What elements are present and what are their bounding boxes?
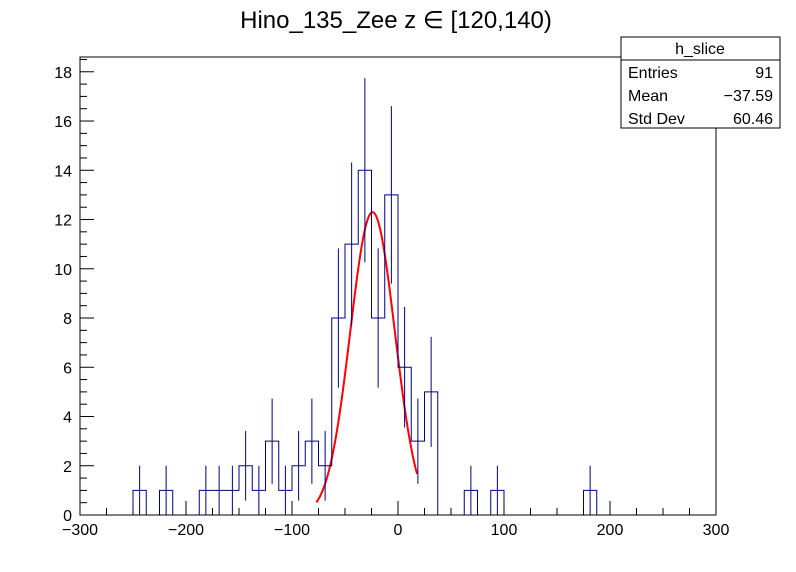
axes-layer: −300 −200 −100 0 100 200 300 0 2 4 6 8 10 12 14 16 18 <box>54 58 730 539</box>
histogram-layer <box>132 78 598 515</box>
stats-mean-value: −37.59 <box>724 88 773 105</box>
stats-entries-label: Entries <box>628 65 678 82</box>
x-tick-label: −300 <box>62 522 98 539</box>
gaussian-fit-layer <box>315 211 419 504</box>
x-tick-label: 200 <box>597 522 624 539</box>
x-tick-label: −100 <box>274 522 310 539</box>
y-tick-label: 4 <box>63 410 72 427</box>
stats-stddev-value: 60.46 <box>733 111 773 128</box>
y-tick-label: 10 <box>54 262 72 279</box>
x-tick-label: −200 <box>168 522 204 539</box>
gaussian-fit-curve <box>315 211 419 504</box>
stats-box-title: h_slice <box>675 41 725 58</box>
stats-entries-value: 91 <box>755 65 773 82</box>
stats-mean-label: Mean <box>628 88 668 105</box>
x-tick-label: 300 <box>703 522 730 539</box>
y-tick-label: 2 <box>63 459 72 476</box>
y-tick-label: 16 <box>54 114 72 131</box>
y-tick-label: 14 <box>54 163 72 180</box>
x-tick-label: 0 <box>394 522 403 539</box>
y-tick-label: 8 <box>63 311 72 328</box>
stats-box-frame <box>620 36 781 129</box>
y-tick-label: 0 <box>63 508 72 525</box>
x-tick-label: 100 <box>491 522 518 539</box>
stats-box: h_slice Entries 91 Mean −37.59 Std Dev 6… <box>620 36 781 129</box>
y-tick-label: 12 <box>54 213 72 230</box>
chart-title: Hino_135_Zee z ∈ [120,140) <box>240 7 552 34</box>
stats-stddev-label: Std Dev <box>628 111 685 128</box>
y-tick-label: 18 <box>54 65 72 82</box>
y-tick-label: 6 <box>63 360 72 377</box>
